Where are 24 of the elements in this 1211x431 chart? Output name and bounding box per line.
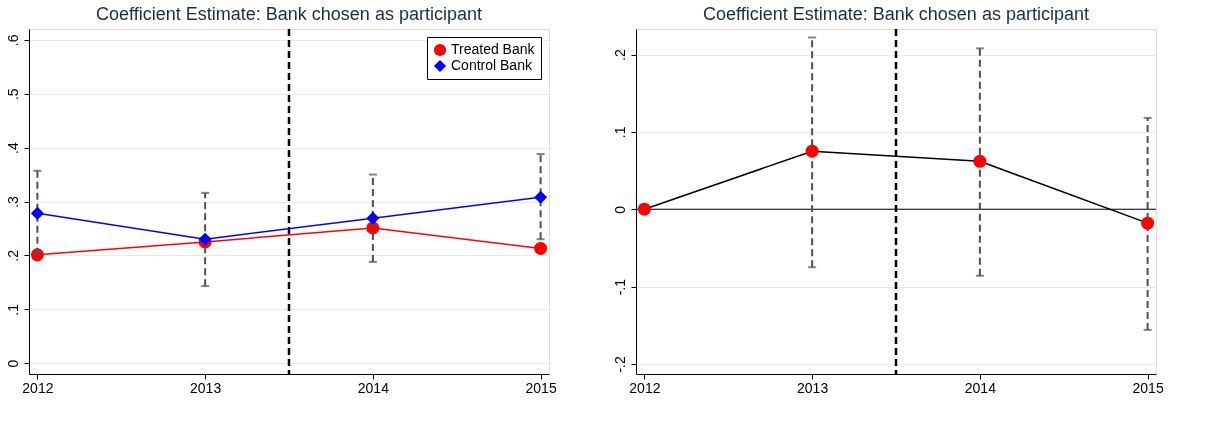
y-tick-label: .6 (4, 34, 21, 47)
y-tick-label: .2 (4, 249, 21, 262)
y-tick-label: .1 (4, 303, 21, 316)
chart-title: Coefficient Estimate: Bank chosen as participant (703, 3, 1089, 24)
y-tick-label: .4 (4, 142, 21, 154)
x-tick-label: 2013 (797, 379, 829, 396)
y-tick-label: .2 (611, 48, 628, 61)
chart-title: Coefficient Estimate: Bank chosen as participant (96, 3, 482, 24)
x-tick-label: 2015 (525, 379, 557, 396)
y-tick-label: .3 (4, 195, 21, 208)
legend-label: Control Bank (451, 57, 533, 73)
y-tick-label: 0 (4, 359, 21, 368)
y-tick-label: 0 (611, 205, 628, 214)
x-tick-label: 2012 (22, 379, 54, 396)
y-tick-label: .1 (611, 126, 628, 139)
y-tick-label: .5 (4, 88, 21, 101)
y-tick-label: -.1 (611, 278, 628, 296)
x-tick-label: 2014 (357, 379, 390, 396)
x-tick-label: 2013 (190, 379, 222, 396)
y-tick-label: -.2 (611, 356, 628, 373)
x-tick-label: 2012 (629, 379, 661, 396)
legend-label: Treated Bank (451, 41, 536, 57)
x-tick-label: 2015 (1132, 379, 1164, 396)
x-tick-label: 2014 (964, 379, 997, 396)
